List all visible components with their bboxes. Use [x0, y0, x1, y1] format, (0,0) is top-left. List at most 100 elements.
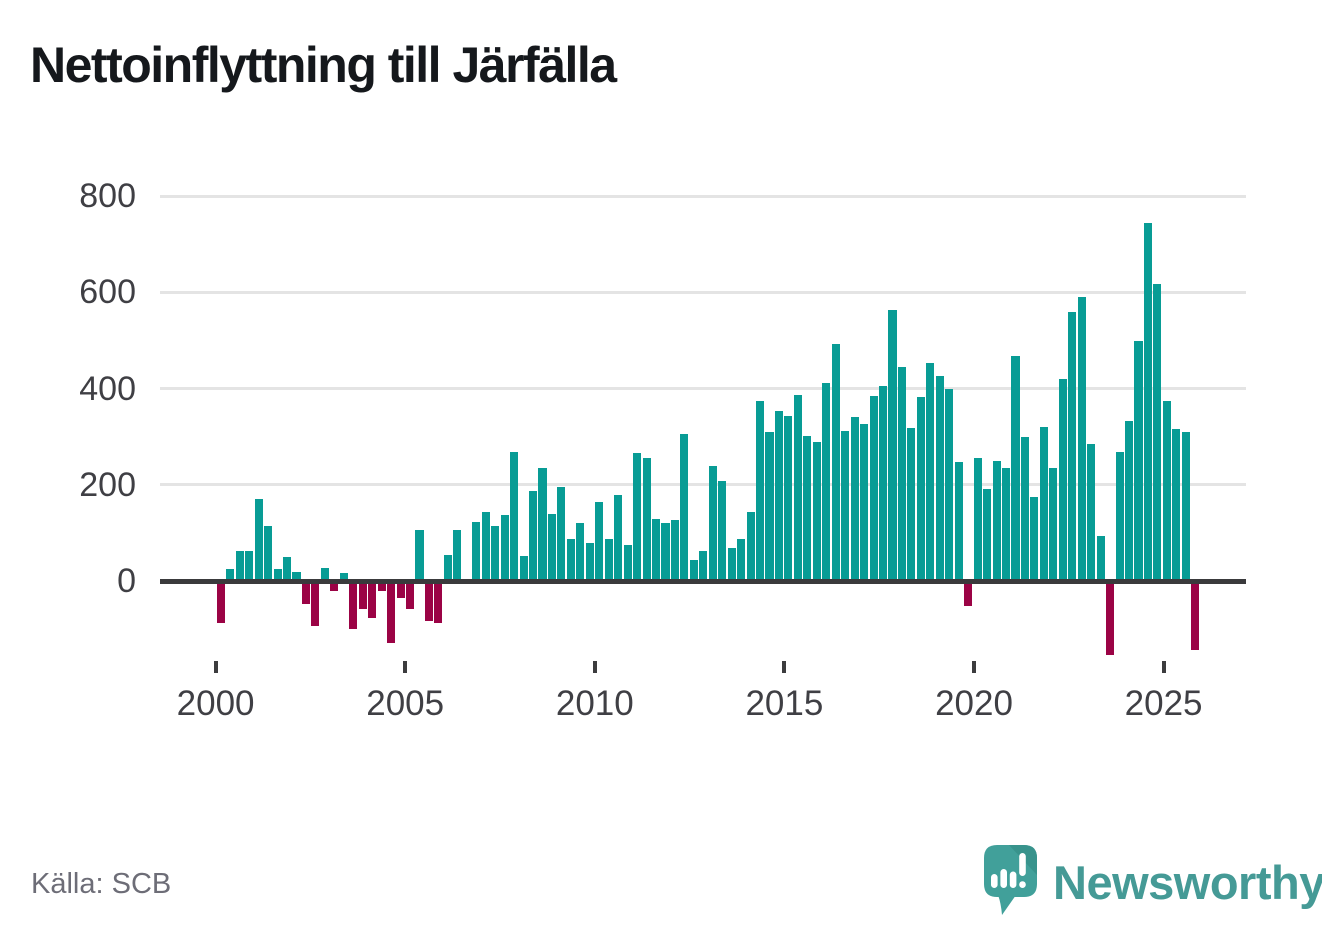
x-axis-label-2000: 2000: [176, 684, 255, 723]
newsworthy-brand: Newsworthy: [981, 843, 1322, 922]
chart-bar-2012-Q3: [689, 560, 698, 581]
gridline-800: [160, 194, 1246, 198]
chart-bar-2006-Q2: [453, 529, 462, 581]
chart-bar-2015-Q3: [803, 436, 812, 581]
chart-bar-2017-Q2: [869, 395, 878, 581]
chart-bar-2025-Q1: [1162, 400, 1171, 581]
chart-bar-2001-Q1: [254, 499, 263, 581]
x-axis-tick-2005: [403, 661, 408, 673]
chart-title: Nettoinflyttning till Järfälla: [30, 37, 617, 93]
chart-bar-2000-Q4: [245, 551, 254, 581]
chart-bar-2003-Q1: [330, 581, 339, 592]
chart-bar-2014-Q2: [756, 401, 765, 581]
chart-bar-2023-Q4: [1115, 451, 1124, 581]
chart-bar-2015-Q1: [784, 416, 793, 581]
source-note: Källa: SCB: [31, 868, 172, 900]
chart-bar-2006-Q4: [472, 522, 481, 581]
chart-bar-2018-Q2: [907, 428, 916, 581]
x-axis-tick-2015: [782, 661, 787, 673]
chart-bar-2017-Q1: [860, 424, 869, 581]
chart-bar-2001-Q4: [283, 557, 292, 581]
chart-bar-2011-Q1: [633, 452, 642, 581]
chart-bar-2015-Q4: [812, 441, 821, 581]
x-axis-label-2005: 2005: [366, 684, 445, 723]
chart-bar-2021-Q3: [1030, 497, 1039, 581]
chart-bar-2012-Q1: [670, 519, 679, 581]
chart-bar-2009-Q3: [576, 522, 585, 581]
chart-bar-2012-Q4: [699, 551, 708, 581]
chart-bar-2023-Q1: [1087, 443, 1096, 581]
chart-bar-2002-Q4: [320, 568, 329, 581]
chart-bar-2007-Q1: [481, 512, 490, 581]
chart-bar-2018-Q4: [926, 363, 935, 581]
chart-bar-2000-Q3: [235, 551, 244, 581]
chart-bar-2019-Q1: [935, 375, 944, 581]
chart-bar-2017-Q3: [879, 386, 888, 581]
chart-bar-2011-Q4: [661, 522, 670, 581]
chart-bar-2014-Q4: [774, 410, 784, 581]
chart-bar-2002-Q2: [301, 581, 311, 604]
chart-bar-2024-Q1: [1124, 420, 1134, 581]
chart-bar-2022-Q3: [1068, 312, 1077, 581]
y-axis-label-600: 600: [79, 273, 136, 312]
chart-bar-2013-Q2: [718, 480, 727, 581]
chart-bar-2005-Q2: [415, 530, 424, 581]
chart-bar-2013-Q4: [737, 539, 746, 581]
chart-bar-2001-Q2: [264, 525, 273, 581]
chart-bar-2003-Q3: [349, 581, 358, 630]
chart-bar-2013-Q1: [708, 466, 717, 581]
chart-bar-2007-Q3: [500, 514, 509, 581]
y-axis-label-400: 400: [79, 369, 136, 408]
chart-bar-2025-Q3: [1181, 431, 1190, 581]
chart-bar-2004-Q2: [377, 581, 386, 592]
chart-bar-2000-Q1: [216, 581, 225, 624]
gridline-600: [160, 290, 1246, 294]
zero-axis-line: [160, 579, 1246, 584]
chart-bar-2021-Q2: [1020, 436, 1029, 581]
chart-bar-2018-Q1: [897, 367, 906, 581]
x-axis-label-2020: 2020: [935, 684, 1013, 723]
chart-bar-2011-Q2: [642, 458, 651, 581]
chart-bar-2016-Q3: [841, 431, 850, 581]
chart-bar-2019-Q3: [954, 461, 963, 581]
chart-bar-2008-Q4: [547, 514, 556, 581]
chart-bar-2000-Q2: [226, 568, 235, 581]
x-axis-label-2015: 2015: [745, 684, 824, 723]
chart-bar-2014-Q1: [746, 511, 755, 581]
chart-bar-2009-Q1: [557, 486, 566, 581]
chart-bar-2016-Q2: [831, 344, 840, 581]
chart-bar-2007-Q2: [491, 525, 500, 581]
chart-bar-2020-Q3: [992, 460, 1001, 581]
chart-bar-2013-Q3: [727, 548, 736, 581]
chart-bar-2005-Q3: [424, 581, 433, 621]
x-axis-label-2025: 2025: [1124, 684, 1203, 723]
chart-bar-2010-Q2: [604, 538, 613, 581]
chart-bar-2003-Q2: [339, 573, 348, 581]
y-axis-label-0: 0: [117, 562, 136, 600]
chart-bar-2012-Q2: [680, 433, 689, 581]
chart-bar-2022-Q4: [1077, 297, 1086, 581]
chart-bar-2020-Q4: [1001, 468, 1011, 581]
brand-wordmark: Newsworthy: [1053, 855, 1322, 909]
gridline-200: [160, 483, 1246, 487]
chart-bar-2003-Q4: [358, 581, 367, 609]
chart-bar-2025-Q2: [1172, 429, 1181, 581]
x-axis-tick-2010: [592, 661, 597, 673]
chart-bar-2010-Q4: [623, 544, 632, 581]
chart-bar-2006-Q1: [443, 554, 452, 581]
chart-bar-2011-Q3: [651, 518, 661, 581]
chart-bar-2020-Q1: [973, 458, 982, 581]
chart-bar-2008-Q3: [538, 467, 547, 581]
chart-bar-2019-Q4: [964, 581, 973, 606]
chart-bar-2022-Q1: [1049, 468, 1058, 581]
y-axis-label-800: 800: [79, 177, 136, 215]
chart-bar-2005-Q4: [434, 581, 443, 623]
chart-bar-2022-Q2: [1058, 378, 1067, 581]
chart-bar-2001-Q3: [273, 569, 282, 581]
chart-bar-2016-Q1: [822, 382, 831, 581]
newsworthy-logo-icon: [981, 843, 1039, 922]
chart-bar-2010-Q1: [595, 501, 604, 581]
chart-bar-2025-Q4: [1191, 581, 1200, 651]
chart-bar-2023-Q2: [1096, 535, 1105, 581]
